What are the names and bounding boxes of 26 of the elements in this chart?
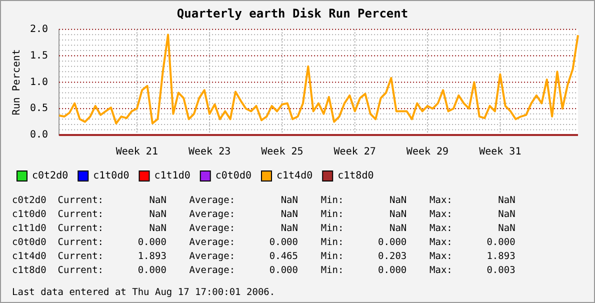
legend-label: c1t8d0 [338,170,374,182]
chart-title: Quarterly earth Disk Run Percent [176,6,408,20]
y-tick-label: 2.0 [30,24,48,35]
y-tick-label: 1.5 [30,50,48,62]
x-tick-label: Week 21 [116,146,158,158]
y-axis-title: Run Percent [12,49,23,116]
legend-label: c1t0d0 [93,170,130,182]
text: Last data entered at Thu Aug 17 17:00:01 2006. [12,286,276,300]
text: c0t2d0 Current: NaN Average: NaN Min: NaN Max: NaN [12,194,516,208]
text: c1t1d0 Current: NaN Average: NaN Min: NaN Max: NaN [12,222,516,236]
text: c0t0d0 Current: 0.000 Average: 0.000 Min: 0.000 Max: 0.000 [12,236,516,250]
x-tick-label: Week 27 [334,146,376,158]
legend-label: c0t0d0 [215,170,252,182]
y-tick-label: 0.5 [30,103,48,114]
text: c1t4d0 Current: 1.893 Average: 0.465 Min: 0.203 Max: 1.893 [12,250,516,264]
text: c1t0d0 Current: NaN Average: NaN Min: NaN Max: NaN [12,208,516,222]
legend-label: c0t2d0 [32,170,68,182]
x-tick-label: Week 23 [188,146,231,158]
y-tick-label: 1.0 [30,76,48,88]
y-tick-label: 0.0 [30,130,48,141]
x-tick-label: Week 31 [479,146,522,158]
x-tick-label: Week 25 [261,146,304,158]
x-tick-label: Week 29 [406,146,449,158]
legend-label: c1t1d0 [154,170,190,182]
legend-label: c1t4d0 [276,170,313,182]
text: c1t8d0 Current: 0.000 Average: 0.000 Min: 0.000 Max: 0.003 [12,264,516,278]
